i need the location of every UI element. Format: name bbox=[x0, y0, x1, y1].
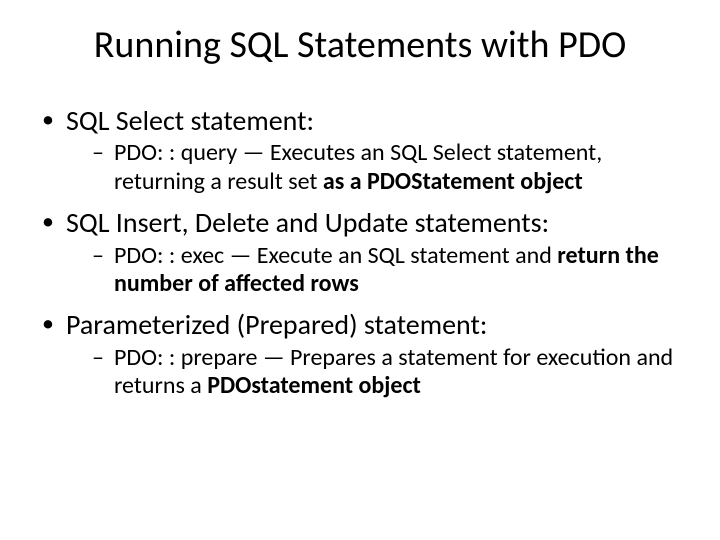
sub-item: PDO: : exec — Execute an SQL statement a… bbox=[92, 242, 682, 299]
sub-list: PDO: : prepare — Prepares a statement fo… bbox=[66, 344, 682, 401]
bullet-text: SQL Select statement: bbox=[66, 103, 314, 138]
bullet-text: Parameterized (Prepared) statement: bbox=[66, 307, 487, 342]
slide-title: Running SQL Statements with PDO bbox=[38, 24, 682, 68]
sub-list: PDO: : query — Executes an SQL Select st… bbox=[66, 139, 682, 196]
sub-list: PDO: : exec — Execute an SQL statement a… bbox=[66, 242, 682, 299]
sub-text-bold: as a PDOStatement object bbox=[323, 167, 583, 196]
sub-item: PDO: : prepare — Prepares a statement fo… bbox=[92, 344, 682, 401]
slide: Running SQL Statements with PDO SQL Sele… bbox=[0, 0, 720, 540]
bullet-item: SQL Insert, Delete and Update statements… bbox=[38, 206, 682, 298]
bullet-text: SQL Insert, Delete and Update statements… bbox=[66, 205, 549, 240]
bullet-list: SQL Select statement: PDO: : query — Exe… bbox=[38, 104, 682, 401]
sub-item: PDO: : query — Executes an SQL Select st… bbox=[92, 139, 682, 196]
sub-text-bold: PDOstatement object bbox=[207, 371, 421, 400]
bullet-item: SQL Select statement: PDO: : query — Exe… bbox=[38, 104, 682, 196]
bullet-item: Parameterized (Prepared) statement: PDO:… bbox=[38, 308, 682, 400]
sub-text-prefix: PDO: : exec — Execute an SQL statement a… bbox=[114, 241, 557, 270]
